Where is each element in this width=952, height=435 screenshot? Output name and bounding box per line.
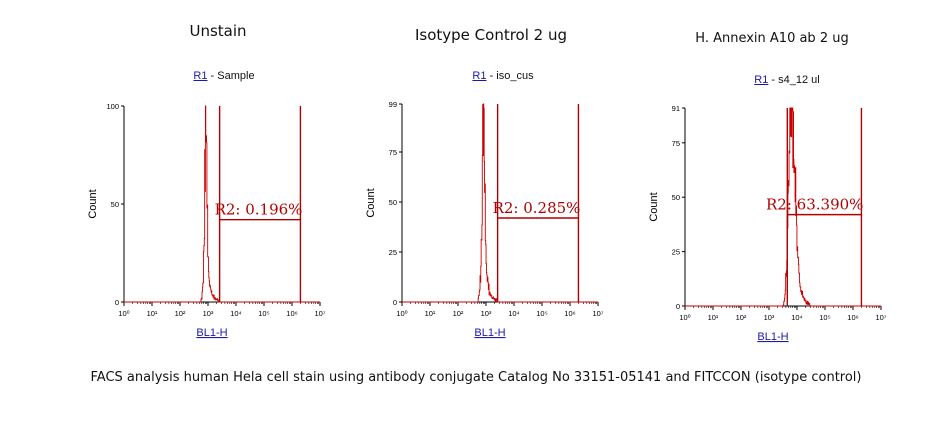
gate-sample-name: - iso_cus (486, 70, 534, 82)
x-tick-label: 10⁵ (819, 313, 830, 322)
histogram-series (685, 107, 881, 307)
y-tick-label: 25 (672, 248, 680, 257)
gate-sample-name: - s4_12 ul (768, 74, 820, 86)
y-tick-label: 99 (389, 100, 397, 109)
x-tick-label: 10⁶ (564, 309, 575, 318)
x-tick-label: 10² (453, 309, 464, 318)
gate-reference: R1 - s4_12 ul (754, 74, 819, 86)
y-tick-label: 50 (672, 193, 680, 202)
y-tick-label: 75 (672, 139, 680, 148)
y-tick-label: 100 (106, 102, 119, 111)
x-tick-label: 10⁶ (847, 313, 858, 322)
x-tick-label: 10³ (481, 309, 492, 318)
x-tick-label: 10⁰ (118, 309, 129, 318)
y-tick-label: 91 (672, 104, 680, 113)
x-tick-label: 10⁷ (314, 309, 325, 318)
x-tick-label: 10⁵ (536, 309, 547, 318)
x-tick-label: 10⁴ (791, 313, 803, 322)
x-tick-label: 10⁵ (258, 309, 269, 318)
panel-title: Unstain (189, 22, 247, 40)
y-tick-label: 0 (393, 298, 397, 307)
x-tick-label: 10¹ (425, 309, 436, 318)
y-tick-label: 25 (389, 248, 397, 257)
x-tick-label: 10⁷ (875, 313, 886, 322)
y-tick-label: 50 (111, 200, 119, 209)
y-axis-label: Count (87, 189, 99, 218)
gate-r1-link[interactable]: R1 (754, 74, 769, 86)
x-tick-label: 10⁶ (286, 309, 297, 318)
y-tick-label: 0 (676, 302, 680, 311)
x-tick-label: 10¹ (708, 313, 719, 322)
gate-r1-link[interactable]: R1 (472, 70, 487, 82)
x-tick-label: 10⁰ (679, 313, 690, 322)
panel-title: Isotype Control 2 ug (414, 26, 568, 44)
y-tick-label: 75 (389, 148, 397, 157)
x-tick-label: 10⁴ (508, 309, 520, 318)
x-tick-label: 10² (175, 309, 186, 318)
gate-label: R2: 0.196% (215, 201, 303, 219)
gate-reference: R1 - iso_cus (472, 70, 533, 82)
x-tick-label: 10² (736, 313, 747, 322)
x-tick-label: 10³ (203, 309, 214, 318)
x-tick-label: 10³ (764, 313, 775, 322)
panel-title: H. Annexin A10 ab 2 ug (695, 31, 849, 46)
x-axis-label: BL1-H (757, 331, 788, 343)
gate-r1-link[interactable]: R1 (193, 70, 208, 82)
y-axis-label: Count (648, 192, 660, 221)
x-axis-label: BL1-H (196, 327, 227, 339)
histogram-series (124, 105, 320, 303)
x-tick-label: 10⁰ (396, 309, 407, 318)
figure-caption: FACS analysis human Hela cell stain usin… (90, 370, 862, 385)
gate-sample-name: - Sample (207, 70, 255, 82)
gate-reference: R1 - Sample (193, 70, 254, 82)
y-tick-label: 50 (389, 198, 397, 207)
x-tick-label: 10⁷ (592, 309, 603, 318)
histogram-series (402, 103, 598, 303)
x-tick-label: 10⁴ (230, 309, 242, 318)
gate-label: R2: 0.285% (493, 199, 581, 217)
y-tick-label: 0 (115, 298, 119, 307)
facs-panel-unstain: Unstain R1 - Sample 0 50 100 10⁰ 10¹ 10² 10³ 10… (0, 0, 326, 360)
gate-label: R2: 63.390% (766, 196, 863, 214)
x-tick-label: 10¹ (147, 309, 158, 318)
y-axis-label: Count (365, 188, 377, 217)
x-axis-label: BL1-H (474, 327, 505, 339)
histogram-plot: 0 50 100 10⁰ 10¹ 10² 10³ 10⁴ 10⁵ 10⁶ 10⁷ Count BL1-H… (87, 102, 326, 339)
